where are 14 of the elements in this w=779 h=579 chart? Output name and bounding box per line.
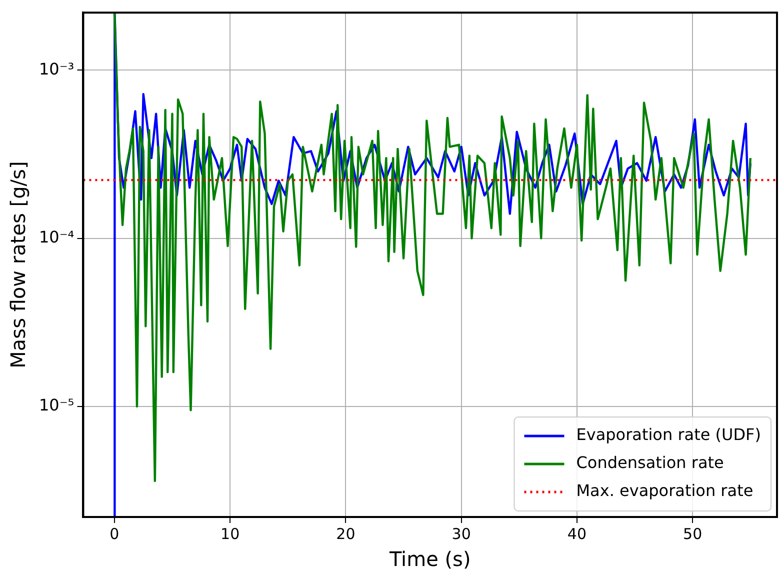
x-tick-label: 20 <box>336 524 356 543</box>
legend-label: Evaporation rate (UDF) <box>576 425 761 444</box>
x-tick-label: 30 <box>452 524 471 543</box>
x-tick-label: 40 <box>567 524 587 543</box>
y-axis-title: Mass flow rates [g/s] <box>6 161 30 368</box>
x-axis-title: Time (s) <box>388 547 471 572</box>
x-tick-label: 0 <box>110 524 120 543</box>
legend-label: Max. evaporation rate <box>576 481 754 500</box>
y-tick-label: 10⁻⁴ <box>39 227 74 246</box>
y-tick-label: 10⁻³ <box>39 59 74 78</box>
x-tick-label: 50 <box>683 524 702 543</box>
legend-label: Condensation rate <box>576 453 724 472</box>
y-tick-label: 10⁻⁵ <box>39 396 74 415</box>
x-tick-label: 10 <box>220 524 240 543</box>
